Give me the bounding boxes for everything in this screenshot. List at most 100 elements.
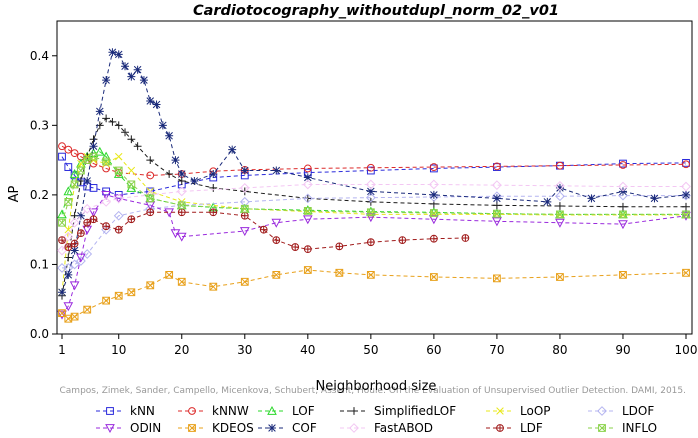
data-point-fastabod	[176, 186, 187, 197]
legend-label-kdeos: KDEOS	[212, 421, 254, 434]
data-point-cof	[429, 190, 438, 199]
legend-item-knnw: kNNW	[178, 404, 249, 418]
data-point-cof	[146, 96, 155, 105]
data-point-ldf	[127, 215, 136, 224]
legend-marker-ldf	[496, 424, 504, 432]
data-point-fastabod	[681, 181, 691, 192]
data-point-cof	[58, 288, 66, 297]
x-tick-label: 30	[237, 343, 252, 357]
data-point-fastabod	[365, 179, 376, 190]
data-point-cof	[114, 50, 123, 59]
series-ldof	[57, 190, 691, 273]
data-point-simplifiedlof	[127, 135, 136, 144]
data-point-kdeos	[493, 274, 501, 283]
data-point-fastabod	[63, 231, 74, 242]
x-tick-label: 10	[111, 343, 126, 357]
data-point-loop	[77, 159, 85, 168]
data-point-kdeos	[70, 312, 79, 321]
data-point-ldf	[114, 225, 123, 234]
data-point-kdeos	[114, 291, 123, 300]
data-point-knnw	[146, 171, 155, 180]
y-tick-label: 0.4	[30, 49, 49, 63]
data-point-inflo	[83, 156, 92, 165]
data-point-lof	[69, 168, 80, 178]
data-point-inflo	[682, 210, 690, 219]
data-point-ldf	[335, 242, 344, 251]
data-point-cof	[240, 166, 249, 175]
x-tick-label: 100	[675, 343, 698, 357]
data-point-inflo	[429, 209, 438, 217]
data-point-kdeos	[556, 273, 564, 281]
legend-label-ldof: LDOF	[622, 404, 654, 418]
data-point-kdeos	[102, 296, 111, 305]
legend-label-simplifiedlof: SimplifiedLOF	[374, 404, 456, 418]
data-point-cof	[165, 131, 174, 140]
data-point-cof	[152, 100, 161, 109]
data-point-kdeos	[303, 266, 312, 274]
data-point-inflo	[303, 206, 312, 215]
data-point-cof	[121, 62, 130, 71]
data-point-cof	[95, 107, 104, 116]
plot-frame	[56, 20, 693, 335]
legend-item-knn: kNN	[96, 404, 155, 418]
data-point-odin	[366, 213, 376, 223]
legend-marker-knn	[106, 407, 114, 415]
data-point-kdeos	[64, 314, 73, 323]
chart-title: Cardiotocography_withoutdupl_norm_02_v01	[193, 3, 559, 19]
legend-item-ldf: LDF	[486, 421, 543, 435]
series-line-odin	[61, 194, 687, 315]
data-point-cof	[133, 65, 142, 74]
data-point-fastabod	[239, 183, 250, 193]
legend-item-lof: LOF	[258, 404, 315, 418]
data-point-odin	[271, 218, 282, 228]
legend: kNN kNNW LOF SimplifiedLOF LoOP LDOF ODIN KDEOS…	[96, 404, 657, 435]
data-point-odin	[88, 208, 99, 218]
data-point-ldof	[113, 210, 124, 221]
data-point-lof	[57, 209, 67, 219]
data-point-cof	[209, 170, 218, 179]
data-point-simplifiedlof	[240, 187, 249, 196]
data-point-simplifiedlof	[102, 114, 111, 123]
data-point-cof	[64, 270, 73, 279]
series-line-knn	[61, 156, 687, 196]
series-cof	[58, 48, 690, 297]
data-point-ldof	[428, 192, 439, 202]
data-point-kdeos	[127, 288, 136, 297]
y-axis-label: AP	[7, 185, 22, 202]
data-point-knn	[89, 184, 98, 192]
data-point-ldf	[303, 245, 312, 253]
data-point-ldf	[83, 218, 92, 227]
data-point-ldf	[58, 236, 66, 244]
data-point-ldf	[398, 236, 407, 244]
watermark-text: Campos, Zimek, Sander, Campello, Micenko…	[60, 386, 687, 396]
data-point-fastabod	[618, 181, 628, 192]
legend-item-loop: LoOP	[486, 404, 551, 418]
data-point-odin	[302, 215, 313, 225]
data-point-fastabod	[492, 180, 502, 191]
data-point-ldf	[366, 238, 375, 247]
data-point-cof	[650, 194, 659, 203]
legend-item-kdeos: KDEOS	[178, 421, 254, 435]
data-point-knnw	[619, 161, 627, 169]
data-point-cof	[127, 72, 136, 81]
legend-label-knnw: kNNW	[212, 404, 249, 418]
data-point-cof	[543, 197, 552, 206]
x-tick-label: 80	[552, 343, 567, 357]
data-point-inflo	[556, 210, 564, 219]
data-point-kdeos	[83, 305, 92, 314]
data-point-lof	[94, 146, 105, 156]
data-point-ldf	[146, 208, 155, 217]
data-point-odin	[429, 215, 439, 225]
legend-label-inflo: INFLO	[622, 421, 657, 434]
series-ldf	[58, 208, 470, 253]
data-point-cof	[139, 76, 148, 85]
legend-item-odin: ODIN	[96, 421, 161, 435]
legend-item-ldof: LDOF	[588, 404, 654, 418]
data-point-ldf	[77, 229, 85, 237]
data-point-inflo	[70, 180, 79, 189]
data-point-simplifiedlof	[165, 170, 174, 178]
legend-marker-knnw	[188, 407, 196, 415]
data-point-simplifiedlof	[682, 202, 690, 211]
